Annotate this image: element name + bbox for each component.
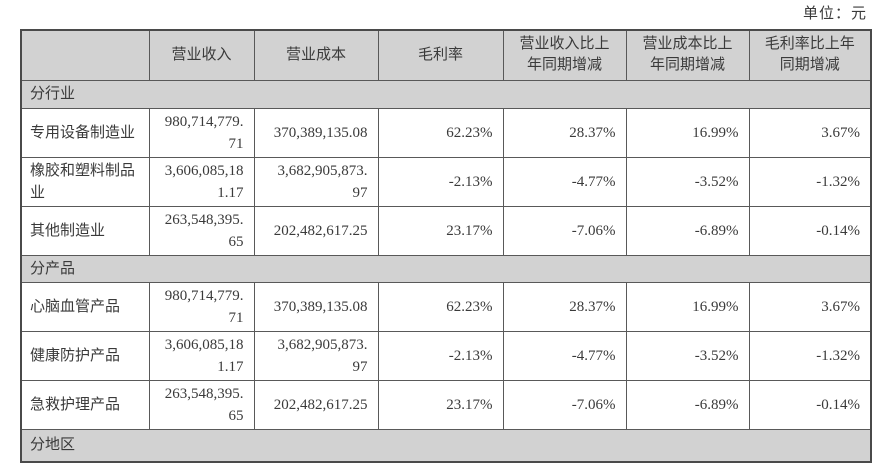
row-label: 橡胶和塑料制品业 bbox=[20, 156, 150, 207]
gross-margin-cell: 62.23% bbox=[377, 107, 504, 158]
row-label: 专用设备制造业 bbox=[20, 107, 150, 158]
gross-margin-cell: -2.13% bbox=[377, 156, 504, 207]
table-row: 橡胶和塑料制品业 3,606,085,18 1.17 3,682,905,873… bbox=[20, 156, 872, 207]
gross-margin-cell: 23.17% bbox=[377, 205, 504, 256]
revenue-cell: 263,548,395. 65 bbox=[148, 205, 255, 256]
column-header-cost-yoy: 营业成本比上 年同期增减 bbox=[625, 29, 750, 81]
revenue-yoy-cell: -7.06% bbox=[502, 379, 627, 430]
margin-yoy-cell: -0.14% bbox=[748, 205, 872, 256]
table-row: 急救护理产品 263,548,395. 65 202,482,617.25 23… bbox=[20, 379, 872, 430]
gross-margin-cell: -2.13% bbox=[377, 330, 504, 381]
row-label: 健康防护产品 bbox=[20, 330, 150, 381]
revenue-cell: 980,714,779. 71 bbox=[148, 107, 255, 158]
section-label: 分产品 bbox=[20, 254, 872, 283]
section-label: 分地区 bbox=[20, 428, 872, 463]
cost-yoy-cell: 16.99% bbox=[625, 107, 750, 158]
cost-cell: 202,482,617.25 bbox=[253, 205, 379, 256]
table-row: 专用设备制造业 980,714,779. 71 370,389,135.08 6… bbox=[20, 107, 872, 158]
row-label: 急救护理产品 bbox=[20, 379, 150, 430]
section-label: 分行业 bbox=[20, 79, 872, 109]
unit-label: 单位：元 bbox=[802, 6, 867, 22]
cost-cell: 202,482,617.25 bbox=[253, 379, 379, 430]
revenue-cell: 3,606,085,18 1.17 bbox=[148, 156, 255, 207]
revenue-yoy-cell: -4.77% bbox=[502, 156, 627, 207]
margin-yoy-cell: -1.32% bbox=[748, 156, 872, 207]
section-row-by-region: 分地区 bbox=[20, 428, 872, 463]
cost-yoy-cell: 16.99% bbox=[625, 281, 750, 332]
section-row-by-industry: 分行业 bbox=[20, 79, 872, 109]
cost-cell: 370,389,135.08 bbox=[253, 107, 379, 158]
cost-yoy-cell: -3.52% bbox=[625, 156, 750, 207]
column-header-cost: 营业成本 bbox=[253, 29, 379, 81]
revenue-yoy-cell: 28.37% bbox=[502, 107, 627, 158]
segment-table: 营业收入 营业成本 毛利率 营业收入比上 年同期增减 营业成本比上 年同期增减 … bbox=[20, 29, 872, 463]
revenue-yoy-cell: 28.37% bbox=[502, 281, 627, 332]
revenue-cell: 3,606,085,18 1.17 bbox=[148, 330, 255, 381]
cost-cell: 370,389,135.08 bbox=[253, 281, 379, 332]
column-header-gross-margin: 毛利率 bbox=[377, 29, 504, 81]
row-label: 其他制造业 bbox=[20, 205, 150, 256]
table-header-row: 营业收入 营业成本 毛利率 营业收入比上 年同期增减 营业成本比上 年同期增减 … bbox=[20, 29, 872, 81]
column-header-revenue: 营业收入 bbox=[148, 29, 255, 81]
cost-yoy-cell: -6.89% bbox=[625, 205, 750, 256]
gross-margin-cell: 62.23% bbox=[377, 281, 504, 332]
column-header-revenue-yoy: 营业收入比上 年同期增减 bbox=[502, 29, 627, 81]
margin-yoy-cell: -0.14% bbox=[748, 379, 872, 430]
cost-yoy-cell: -3.52% bbox=[625, 330, 750, 381]
column-header-margin-yoy: 毛利率比上年 同期增减 bbox=[748, 29, 872, 81]
revenue-yoy-cell: -4.77% bbox=[502, 330, 627, 381]
revenue-cell: 980,714,779. 71 bbox=[148, 281, 255, 332]
table-row: 心脑血管产品 980,714,779. 71 370,389,135.08 62… bbox=[20, 281, 872, 332]
gross-margin-cell: 23.17% bbox=[377, 379, 504, 430]
cost-yoy-cell: -6.89% bbox=[625, 379, 750, 430]
column-header-empty bbox=[20, 29, 150, 81]
cost-cell: 3,682,905,873. 97 bbox=[253, 330, 379, 381]
margin-yoy-cell: -1.32% bbox=[748, 330, 872, 381]
margin-yoy-cell: 3.67% bbox=[748, 281, 872, 332]
table-row: 其他制造业 263,548,395. 65 202,482,617.25 23.… bbox=[20, 205, 872, 256]
cost-cell: 3,682,905,873. 97 bbox=[253, 156, 379, 207]
section-row-by-product: 分产品 bbox=[20, 254, 872, 283]
row-label: 心脑血管产品 bbox=[20, 281, 150, 332]
table-row: 健康防护产品 3,606,085,18 1.17 3,682,905,873. … bbox=[20, 330, 872, 381]
margin-yoy-cell: 3.67% bbox=[748, 107, 872, 158]
page: { "unit_label": "单位：元", "colors": { "sec… bbox=[20, 6, 872, 463]
revenue-cell: 263,548,395. 65 bbox=[148, 379, 255, 430]
revenue-yoy-cell: -7.06% bbox=[502, 205, 627, 256]
